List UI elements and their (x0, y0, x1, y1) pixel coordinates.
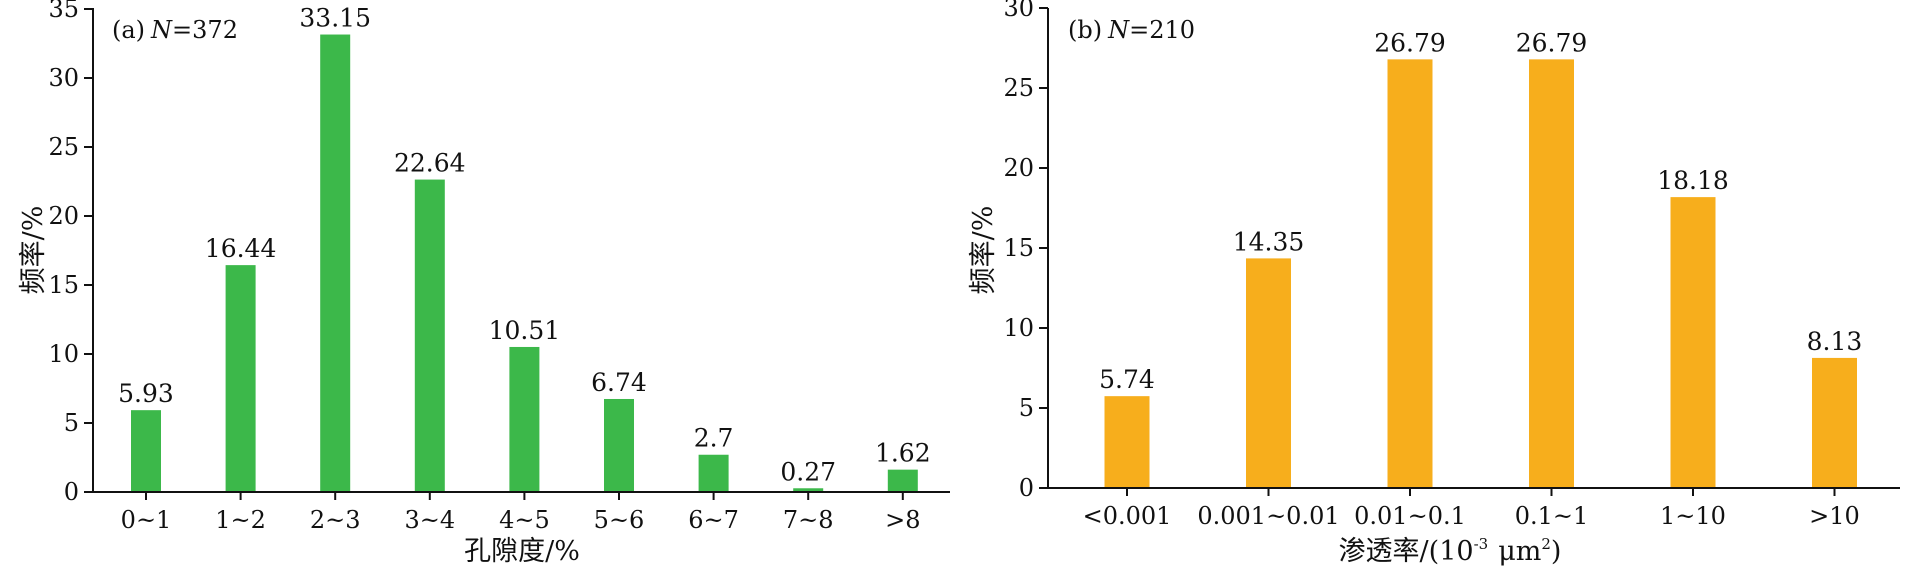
bar-value-label: 5.93 (118, 379, 174, 408)
panel-label-b: (b) N=210 (1068, 16, 1195, 44)
y-ticks-b: 0 5 10 15 20 25 30 (1003, 0, 1048, 502)
x-axis-title-a: 孔隙度/% (464, 536, 580, 567)
x-tick-label: 7~8 (783, 506, 834, 534)
bar-value-label: 0.27 (780, 457, 836, 486)
y-tick-label: 5 (1019, 394, 1034, 422)
bar-value-label: 33.15 (299, 4, 371, 33)
y-axis-title-a: 频率/% (18, 206, 49, 295)
x-ticks-a: 0~1 1~2 2~3 3~4 4~5 5~6 6~7 7~8 >8 (121, 492, 920, 534)
bar-value-label: 22.64 (394, 149, 466, 178)
bar-value-label: 18.18 (1657, 166, 1729, 195)
y-tick-label: 20 (1003, 154, 1034, 182)
x-tick-label: 6~7 (688, 506, 739, 534)
bar-value-label: 10.51 (489, 316, 561, 345)
x-tick-label: 2~3 (310, 506, 361, 534)
x-ticks-b: <0.001 0.001~0.01 0.01~0.1 0.1~1 1~10 >10 (1083, 488, 1860, 530)
bar (887, 469, 918, 492)
y-tick-label: 35 (48, 0, 79, 23)
x-tick-label: >10 (1809, 502, 1860, 530)
x-tick-label: >8 (885, 506, 920, 534)
y-axis-title-b: 频率/% (968, 206, 999, 295)
x-tick-label: 3~4 (404, 506, 455, 534)
x-tick-label: 0.01~0.1 (1354, 502, 1466, 530)
chart-panel-a: 5.9316.4433.1522.6410.516.742.70.271.62 … (18, 0, 950, 567)
y-tick-label: 15 (48, 271, 79, 299)
y-tick-label: 25 (48, 133, 79, 161)
bar (509, 346, 540, 492)
bar (1670, 197, 1716, 488)
chart-panel-b: 5.74 14.35 26.79 26.79 18.18 8.13 0 5 10 15 20 25 3… (968, 0, 1900, 567)
x-tick-label: 0.001~0.01 (1197, 502, 1339, 530)
bar (320, 34, 351, 492)
bar-value-label: 6.74 (591, 368, 647, 397)
x-tick-label: 4~5 (499, 506, 550, 534)
bar-value-label: 14.35 (1233, 227, 1305, 256)
y-tick-label: 0 (64, 478, 79, 506)
bar (414, 179, 445, 492)
bar (1387, 59, 1433, 489)
y-tick-label: 15 (1003, 234, 1034, 262)
y-tick-label: 5 (64, 409, 79, 437)
y-tick-label: 0 (1019, 474, 1034, 502)
y-ticks-a: 0 5 10 15 20 25 30 35 (48, 0, 93, 506)
panel-label-a: (a) N=372 (112, 16, 238, 44)
bar (1529, 59, 1574, 489)
bar-value-label: 5.74 (1099, 365, 1155, 394)
x-tick-label: 0~1 (121, 506, 172, 534)
x-tick-label: 0.1~1 (1515, 502, 1589, 530)
y-tick-label: 30 (1003, 0, 1034, 22)
y-tick-label: 25 (1003, 74, 1034, 102)
bar (131, 410, 161, 492)
x-tick-label: 1~2 (215, 506, 266, 534)
y-tick-label: 10 (1003, 314, 1034, 342)
bar-value-label: 16.44 (205, 234, 277, 263)
y-tick-label: 10 (48, 340, 79, 368)
x-tick-label: 5~6 (594, 506, 645, 534)
bar (604, 398, 634, 492)
bar-value-label: 26.79 (1374, 28, 1446, 57)
y-tick-label: 20 (48, 202, 79, 230)
x-tick-label: <0.001 (1083, 502, 1172, 530)
y-tick-label: 30 (48, 64, 79, 92)
bar-value-label: 1.62 (875, 439, 931, 468)
value-labels-a: 5.93 16.44 33.15 22.64 10.51 6.74 2.7 0.27 1.62 (118, 4, 930, 487)
bar (1812, 357, 1857, 488)
value-labels-b: 5.74 14.35 26.79 26.79 18.18 8.13 (1099, 28, 1862, 394)
bar (1246, 258, 1291, 488)
bars-group-b (1104, 59, 1857, 489)
bar-value-label: 2.7 (694, 424, 734, 453)
bar (1104, 396, 1150, 488)
bar (698, 454, 729, 492)
axes-b (1047, 8, 1900, 489)
bar-value-label: 8.13 (1807, 327, 1863, 356)
bars-group-a (131, 34, 918, 492)
bar (225, 265, 256, 492)
x-tick-label: 1~10 (1660, 502, 1726, 530)
bar (793, 488, 824, 492)
bar-value-label: 26.79 (1516, 28, 1588, 57)
x-axis-title-b: 渗透率/(10-3 μm2) (1339, 535, 1562, 567)
